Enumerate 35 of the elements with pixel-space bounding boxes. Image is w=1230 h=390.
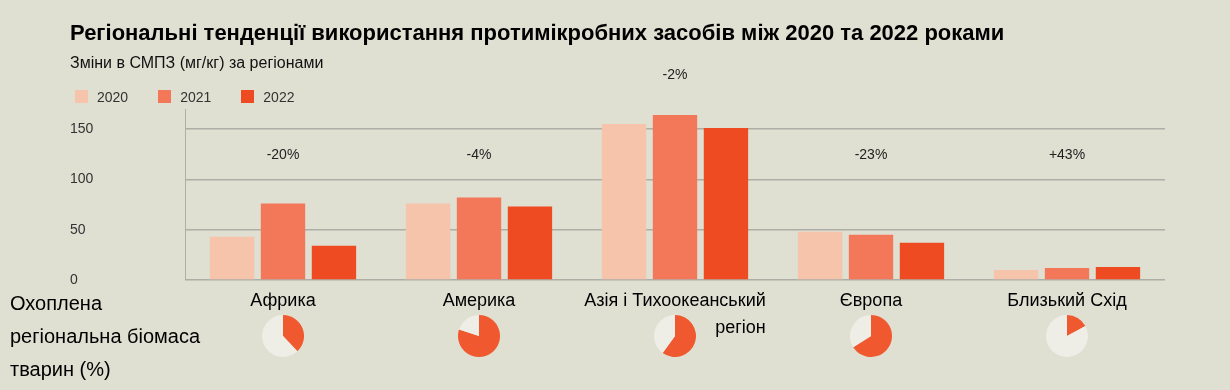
legend-label: 2022 <box>262 89 295 105</box>
y-tick-label: 0 <box>70 270 78 287</box>
x-tick-label: Африка <box>250 289 317 310</box>
text: Охоплена регіональна біомаса тварин (%) <box>10 291 202 382</box>
bar <box>209 236 255 280</box>
x-tick-label: Європа <box>839 289 904 310</box>
bar <box>848 234 894 280</box>
bar <box>507 206 553 280</box>
bar <box>311 245 357 280</box>
chart-title: Регіональні тенденції використання протимікробних засобів між 2020 та 2022 роками <box>70 20 1005 46</box>
bar <box>601 124 647 280</box>
text: -2% <box>662 65 688 82</box>
bar <box>1044 267 1090 280</box>
bar <box>993 269 1039 280</box>
annotation: -20% <box>266 145 300 162</box>
y-tick-label: 100 <box>70 170 94 187</box>
y-tick-label: 150 <box>70 119 94 136</box>
bar <box>652 115 698 280</box>
x-tick-label: Америка <box>442 289 517 310</box>
bar <box>899 242 945 280</box>
y-tick-label: 50 <box>70 220 86 237</box>
legend-label: 2020 <box>96 89 129 105</box>
bar <box>703 128 749 280</box>
x-tick-label: Азія і Тихоокеанський регіон <box>584 289 766 337</box>
annotation: -23% <box>854 145 888 162</box>
bar <box>797 231 843 280</box>
annotation: -4% <box>466 145 492 162</box>
bar <box>405 203 451 280</box>
bar <box>1095 266 1141 280</box>
annotation: +43% <box>1048 145 1086 162</box>
bar <box>260 203 306 280</box>
legend-label: 2021 <box>179 89 212 105</box>
x-tick-label: Близький Схід <box>1007 289 1128 310</box>
bar <box>456 197 502 280</box>
chart-subtitle: Зміни в СМПЗ (мг/кг) за регіонами <box>70 54 324 72</box>
